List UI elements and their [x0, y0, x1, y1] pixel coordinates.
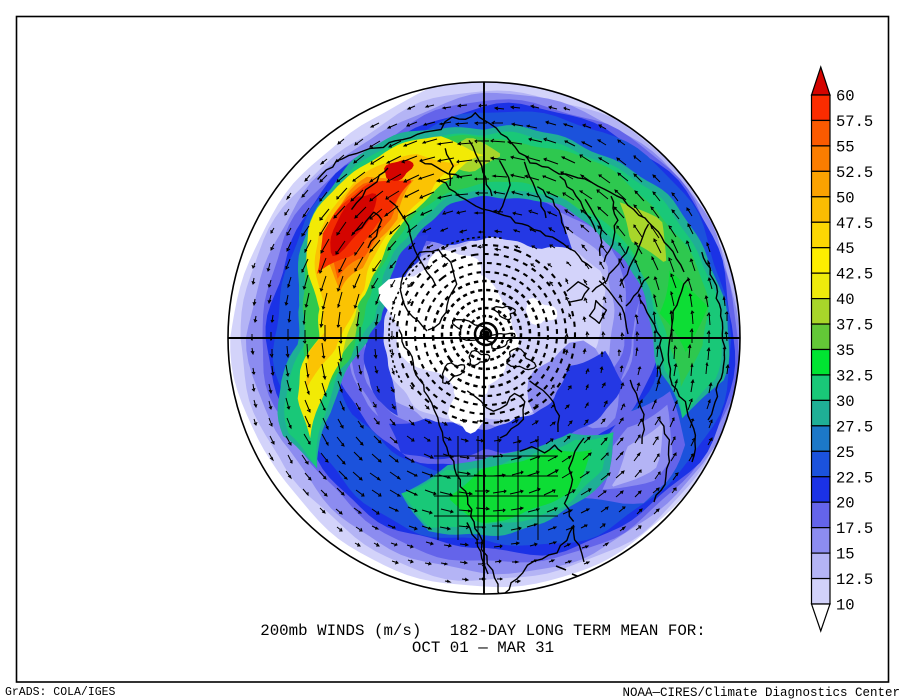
svg-text:20: 20	[836, 495, 855, 513]
svg-text:17.5: 17.5	[836, 520, 873, 538]
svg-text:NOAA—CIRES/Climate Diagnostics: NOAA—CIRES/Climate Diagnostics Center	[622, 686, 900, 699]
svg-text:15: 15	[836, 546, 855, 564]
svg-text:50: 50	[836, 189, 855, 207]
svg-text:22.5: 22.5	[836, 469, 873, 487]
svg-text:25: 25	[836, 444, 855, 462]
svg-text:55: 55	[836, 138, 855, 156]
svg-text:32.5: 32.5	[836, 367, 873, 385]
svg-text:12.5: 12.5	[836, 571, 873, 589]
svg-text:OCT 01 — MAR 31: OCT 01 — MAR 31	[412, 639, 554, 657]
svg-text:GrADS: COLA/IGES: GrADS: COLA/IGES	[5, 686, 116, 699]
svg-text:45: 45	[836, 240, 855, 258]
svg-text:35: 35	[836, 342, 855, 360]
svg-text:37.5: 37.5	[836, 317, 873, 335]
svg-text:27.5: 27.5	[836, 418, 873, 436]
svg-text:47.5: 47.5	[836, 215, 873, 233]
svg-text:57.5: 57.5	[836, 113, 873, 131]
svg-text:60: 60	[836, 88, 855, 106]
svg-text:40: 40	[836, 291, 855, 309]
svg-text:52.5: 52.5	[836, 164, 873, 182]
svg-text:200mb WINDS (m/s) 182-DAY LO: 200mb WINDS (m/s) 182-DAY LONG TERM MEAN…	[260, 622, 706, 640]
svg-text:30: 30	[836, 393, 855, 411]
svg-text:10: 10	[836, 597, 855, 615]
svg-text:42.5: 42.5	[836, 266, 873, 284]
